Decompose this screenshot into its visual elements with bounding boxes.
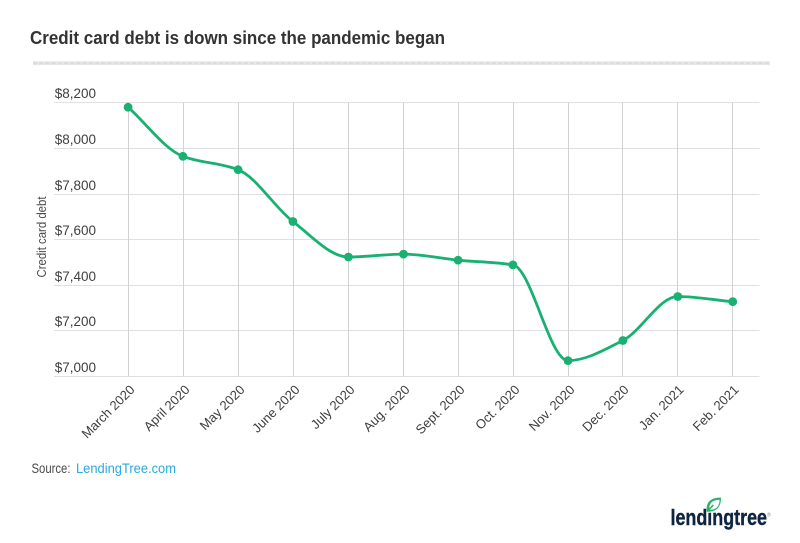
svg-text:®: ® [767,512,771,519]
svg-text:$7,400: $7,400 [55,269,96,284]
svg-text:Source:: Source: [32,461,71,476]
svg-text:$8,000: $8,000 [55,132,96,147]
svg-text:$7,800: $7,800 [55,178,96,193]
svg-text:lendıngtree: lendıngtree [671,505,768,530]
svg-text:$7,600: $7,600 [55,223,96,238]
svg-text:LendingTree.com: LendingTree.com [76,461,176,476]
svg-text:Credit card debt: Credit card debt [35,196,49,277]
svg-text:$7,200: $7,200 [55,314,96,329]
svg-text:Credit card debt is down since: Credit card debt is down since the pande… [30,27,445,48]
svg-text:$7,000: $7,000 [55,360,96,375]
svg-text:$8,200: $8,200 [55,86,96,101]
